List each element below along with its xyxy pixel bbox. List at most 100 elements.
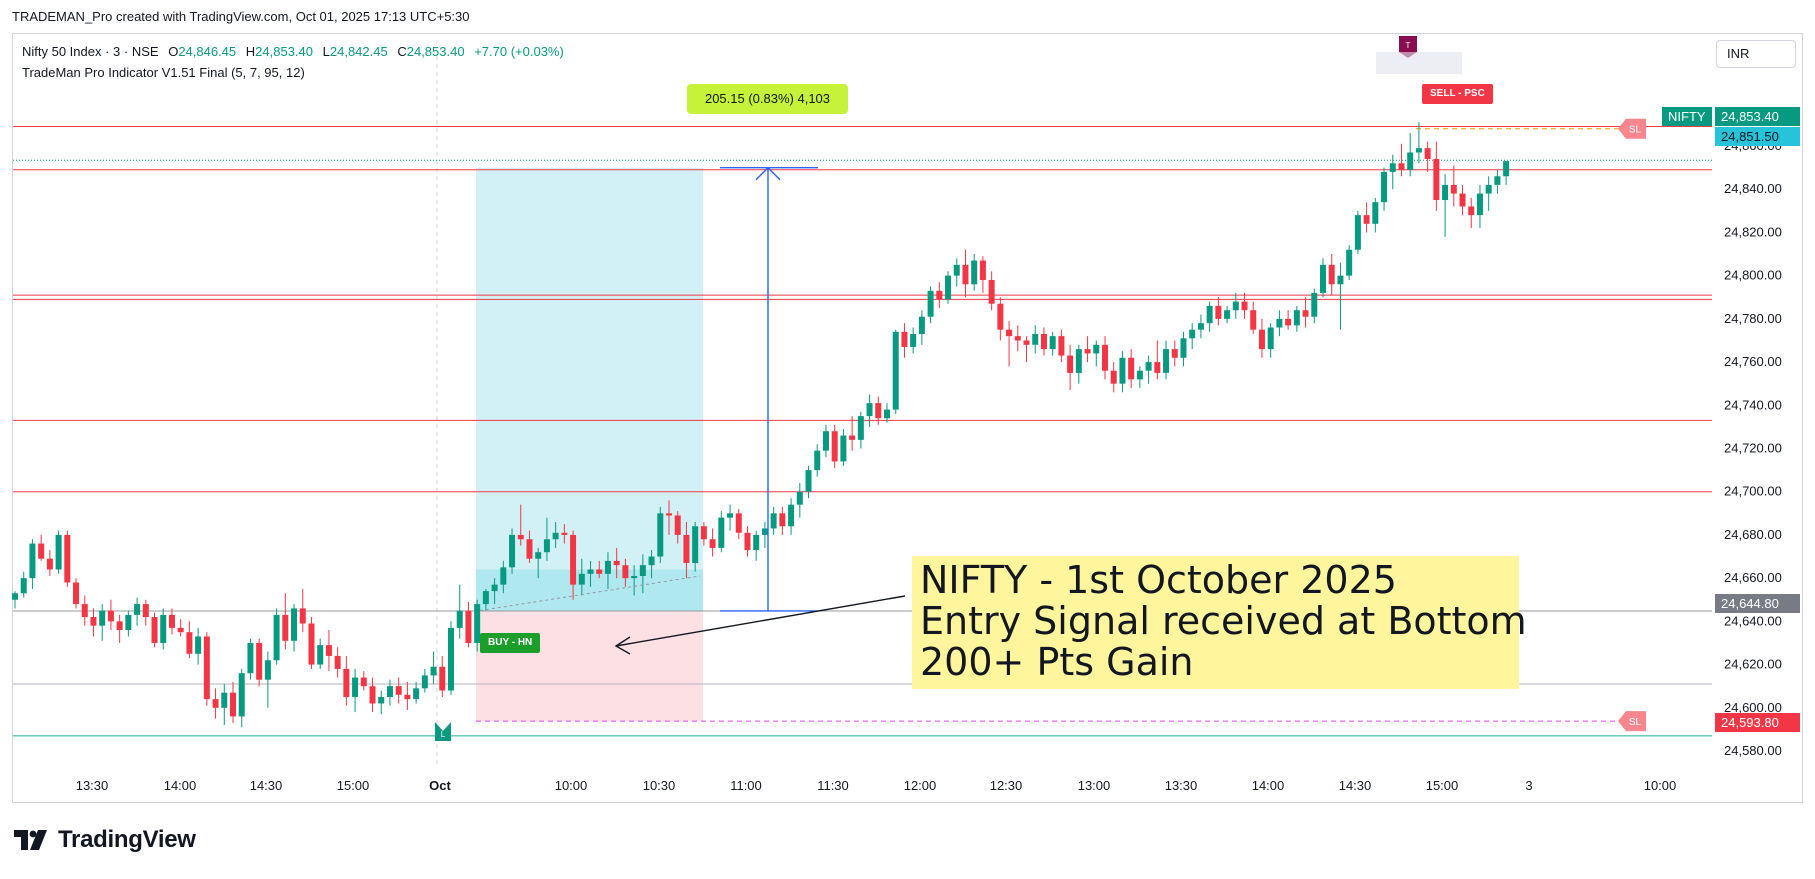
measure-arrow bbox=[755, 166, 781, 181]
candle-body bbox=[988, 279, 995, 304]
brand-name: TradingView bbox=[58, 826, 196, 853]
sell-signal-label: SELL - PSC bbox=[1422, 84, 1493, 104]
x-tick-label: 12:30 bbox=[990, 778, 1023, 793]
candle-body bbox=[875, 403, 882, 419]
open-label: O bbox=[168, 44, 179, 59]
currency-selector[interactable]: INR bbox=[1716, 40, 1796, 68]
indicator-legend[interactable]: TradeMan Pro Indicator V1.51 Final (5, 7… bbox=[22, 65, 305, 80]
candle-body bbox=[1328, 264, 1335, 285]
annotation-line-1: NIFTY - 1st October 2025 bbox=[920, 558, 1397, 602]
sl-tag-text: SL bbox=[1629, 125, 1642, 136]
candle-body bbox=[1258, 329, 1265, 350]
candle-body bbox=[29, 543, 36, 579]
candle-body bbox=[55, 534, 62, 570]
target-box bbox=[1376, 52, 1462, 74]
candle-body bbox=[631, 575, 638, 579]
candle-body bbox=[1171, 349, 1178, 358]
candle-body bbox=[448, 627, 454, 691]
y-tick-label: 24,820.00 bbox=[1724, 224, 1782, 239]
candle-body bbox=[535, 552, 542, 559]
candle-body bbox=[1224, 310, 1231, 319]
candle-body bbox=[1136, 370, 1143, 380]
x-tick-label: 11:00 bbox=[730, 778, 762, 793]
x-tick-label: 14:30 bbox=[1339, 778, 1372, 793]
candle-body bbox=[613, 560, 620, 566]
candle-body bbox=[168, 614, 175, 628]
candle-body bbox=[1163, 349, 1170, 373]
y-tick-label: 24,660.00 bbox=[1724, 570, 1782, 585]
sl-tag bbox=[1618, 711, 1646, 732]
tradingview-logo[interactable]: TradingView bbox=[14, 826, 196, 854]
candle-body bbox=[657, 513, 664, 557]
candle-body bbox=[866, 403, 873, 417]
candle-body bbox=[1197, 323, 1204, 330]
candle-body bbox=[238, 673, 245, 717]
candle-body bbox=[195, 636, 202, 654]
candle-body bbox=[1494, 176, 1501, 185]
candle-body bbox=[369, 686, 376, 704]
symbol-name[interactable]: Nifty 50 Index · 3 · NSE bbox=[22, 44, 159, 59]
tradingview-logo-icon bbox=[14, 830, 47, 850]
candle-body bbox=[107, 610, 114, 622]
candle-body bbox=[308, 623, 315, 665]
candle-body bbox=[273, 614, 280, 661]
candle-body bbox=[517, 534, 524, 540]
prev-price-tag: 24,851.50 bbox=[1715, 127, 1800, 146]
candle-body bbox=[230, 692, 236, 717]
candle-body bbox=[543, 539, 550, 553]
low-label: L bbox=[322, 44, 330, 59]
candle-body bbox=[1346, 249, 1353, 276]
candle-body bbox=[918, 316, 925, 334]
candle-body bbox=[884, 409, 890, 419]
candle-body bbox=[761, 528, 768, 535]
annotation-arrow-line bbox=[615, 595, 906, 647]
candle-body bbox=[186, 632, 193, 654]
close-value: 24,853.40 bbox=[406, 44, 465, 59]
x-tick-label: Oct bbox=[429, 778, 451, 793]
candle-body bbox=[1032, 333, 1039, 345]
x-tick-label: 10:30 bbox=[643, 778, 676, 793]
change-value: +7.70 (+0.03%) bbox=[474, 44, 564, 59]
candle-body bbox=[1276, 318, 1283, 328]
candle-body bbox=[945, 275, 952, 300]
high-label: H bbox=[245, 44, 256, 59]
candle-body bbox=[1311, 292, 1318, 317]
candle-body bbox=[1180, 338, 1187, 358]
candle-body bbox=[317, 645, 324, 665]
candle-body bbox=[979, 260, 986, 280]
candle-body bbox=[1058, 336, 1065, 356]
candle-body bbox=[1102, 344, 1108, 371]
candle-body bbox=[1093, 344, 1100, 354]
candle-body bbox=[439, 666, 446, 691]
candle-body bbox=[788, 504, 795, 527]
candle-body bbox=[700, 526, 707, 540]
candle-body bbox=[735, 513, 742, 533]
candle-body bbox=[1442, 184, 1449, 201]
candle-body bbox=[953, 264, 960, 276]
candle-body bbox=[997, 303, 1004, 330]
x-tick-label: 13:30 bbox=[76, 778, 109, 793]
target-marker-text: T bbox=[1406, 41, 1411, 50]
candle-body bbox=[1302, 310, 1309, 317]
candle-body bbox=[430, 666, 437, 676]
candle-body bbox=[1424, 148, 1431, 159]
candle-body bbox=[1476, 193, 1483, 216]
candle-body bbox=[500, 567, 507, 585]
candle-body bbox=[666, 513, 672, 516]
candle-body bbox=[570, 534, 577, 585]
candle-body bbox=[456, 610, 463, 628]
candle-body bbox=[1320, 264, 1326, 293]
candle-body bbox=[709, 539, 716, 548]
candle-body bbox=[1407, 152, 1414, 170]
candle-body bbox=[81, 604, 88, 618]
candle-body bbox=[1267, 327, 1274, 350]
candle-body bbox=[160, 614, 167, 643]
annotation-line-2: Entry Signal received at Bottom bbox=[920, 599, 1527, 643]
candle-body bbox=[325, 645, 332, 656]
symbol-price-tag: NIFTY bbox=[1662, 107, 1712, 126]
candle-body bbox=[971, 260, 978, 285]
annotation-box[interactable]: NIFTY - 1st October 2025 Entry Signal re… bbox=[912, 556, 1527, 689]
candle-body bbox=[1433, 158, 1440, 201]
open-value: 24,846.45 bbox=[178, 44, 237, 59]
